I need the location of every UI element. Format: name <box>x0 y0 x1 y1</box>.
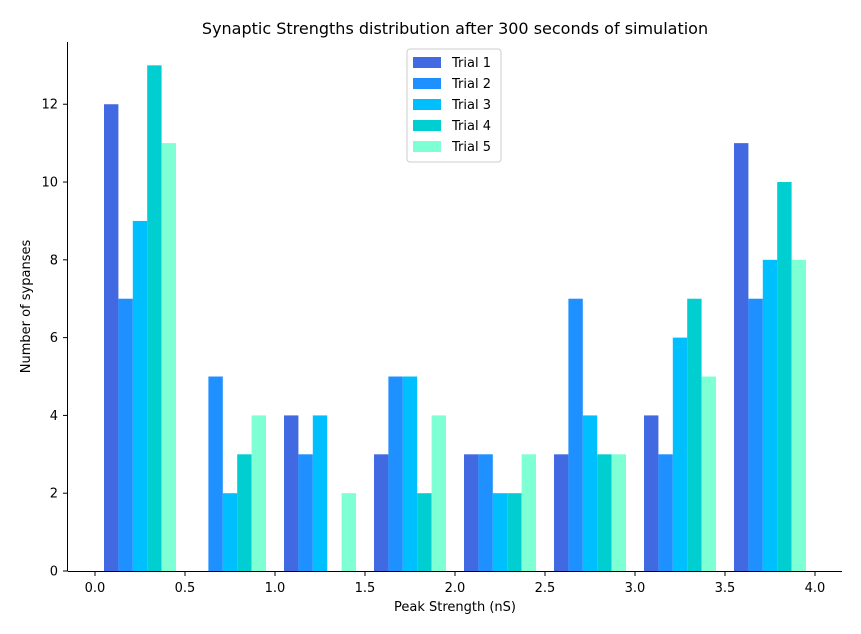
bar-trial-3-bin-7 <box>762 259 778 571</box>
legend: Trial 1 Trial 2 Trial 3 Trial 4 Trial 5 <box>406 48 502 163</box>
x-tick-label: 0.0 <box>85 581 106 596</box>
bar-trial-4-bin-1 <box>237 454 252 571</box>
bar-trial-2-bin-1 <box>208 376 223 571</box>
y-tick-label: 8 <box>50 253 58 268</box>
y-tick-label: 0 <box>50 565 58 580</box>
legend-label-trial-5: Trial 5 <box>451 140 491 155</box>
bar-trial-4-bin-5 <box>597 454 612 571</box>
bar-trial-3-bin-3 <box>402 376 418 571</box>
bar-trial-5-bin-6 <box>701 376 716 571</box>
y-tick-label: 4 <box>50 409 58 424</box>
legend-label-trial-2: Trial 2 <box>451 77 491 92</box>
x-tick-label: 2.0 <box>445 581 466 596</box>
chart-title: Synaptic Strengths distribution after 30… <box>202 19 708 38</box>
bar-trial-1-bin-0 <box>104 104 119 572</box>
bar-trial-2-bin-5 <box>568 298 583 571</box>
bar-trial-1-bin-6 <box>644 415 659 571</box>
x-axis-label: Peak Strength (nS) <box>394 600 516 615</box>
y-tick-label: 12 <box>41 98 58 113</box>
bar-trial-2-bin-7 <box>748 298 763 571</box>
bar-trial-2-bin-0 <box>118 298 133 571</box>
bar-trial-4-bin-3 <box>417 493 432 571</box>
x-tick-label: 3.5 <box>715 581 736 596</box>
bar-trial-5-bin-3 <box>431 415 446 571</box>
legend-swatch-trial-2 <box>413 78 441 89</box>
bar-trial-2-bin-3 <box>388 376 403 571</box>
legend-swatch-trial-3 <box>413 99 441 110</box>
bar-trial-3-bin-4 <box>492 493 508 571</box>
x-tick-label: 3.0 <box>625 581 646 596</box>
x-tick-label: 4.0 <box>805 581 826 596</box>
x-tick-label: 1.5 <box>355 581 376 596</box>
bar-trial-3-bin-6 <box>672 337 688 571</box>
legend-swatch-trial-4 <box>413 120 441 131</box>
bar-trial-3-bin-1 <box>222 493 238 571</box>
bar-trial-3-bin-0 <box>132 220 148 571</box>
legend-box <box>406 48 502 163</box>
bar-trial-3-bin-5 <box>582 415 598 571</box>
y-axis-label: Number of sypanses <box>19 240 34 374</box>
bar-trial-1-bin-3 <box>374 454 389 571</box>
bar-trial-5-bin-4 <box>521 454 536 571</box>
bar-trial-4-bin-6 <box>687 298 702 571</box>
bar-trial-5-bin-7 <box>791 259 806 571</box>
bar-trial-5-bin-1 <box>251 415 266 571</box>
bar-trial-1-bin-5 <box>554 454 569 571</box>
bars-layer <box>104 65 806 572</box>
x-ticks: 0.0 0.5 1.0 1.5 2.0 2.5 3.0 3.5 4.0 <box>85 571 826 596</box>
bar-trial-1-bin-2 <box>284 415 299 571</box>
y-tick-label: 6 <box>50 331 58 346</box>
bar-trial-1-bin-4 <box>464 454 479 571</box>
bar-trial-2-bin-4 <box>478 454 493 571</box>
bar-trial-2-bin-6 <box>658 454 673 571</box>
legend-label-trial-3: Trial 3 <box>451 98 491 113</box>
legend-swatch-trial-1 <box>413 57 441 68</box>
y-ticks: 0 2 4 6 8 10 12 <box>41 98 68 580</box>
x-tick-label: 0.5 <box>175 581 196 596</box>
bar-trial-4-bin-7 <box>777 182 792 571</box>
bar-trial-3-bin-2 <box>312 415 328 571</box>
bar-trial-2-bin-2 <box>298 454 313 571</box>
legend-swatch-trial-5 <box>413 141 441 152</box>
bar-trial-5-bin-0 <box>161 143 176 571</box>
x-tick-label: 1.0 <box>265 581 286 596</box>
bar-trial-4-bin-4 <box>507 493 522 571</box>
y-tick-label: 10 <box>41 176 58 191</box>
y-tick-label: 2 <box>50 487 58 502</box>
bar-trial-4-bin-0 <box>147 65 162 571</box>
legend-label-trial-1: Trial 1 <box>451 56 491 71</box>
bar-trial-1-bin-7 <box>734 143 749 571</box>
x-tick-label: 2.5 <box>535 581 556 596</box>
legend-label-trial-4: Trial 4 <box>451 119 491 134</box>
bar-trial-5-bin-5 <box>611 454 626 571</box>
bar-trial-5-bin-2 <box>341 493 356 571</box>
